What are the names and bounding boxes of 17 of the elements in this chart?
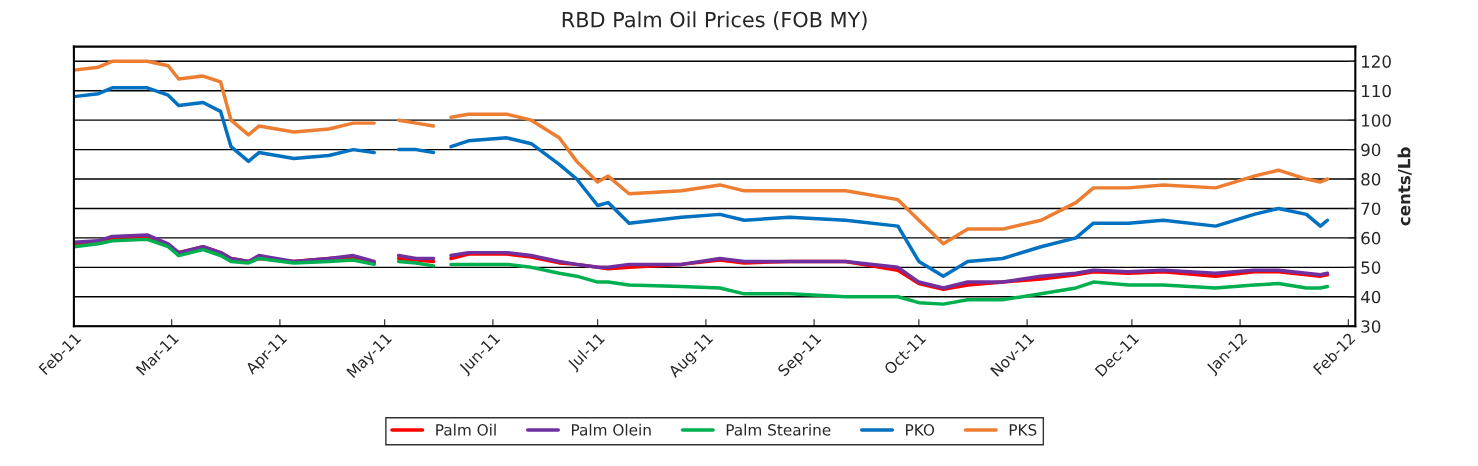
y-tick-label: 120 xyxy=(1362,55,1391,68)
y-tick-label: 110 xyxy=(1362,84,1391,98)
y-axis-title: cents/Lb xyxy=(1397,147,1412,226)
legend-label: PKO xyxy=(906,424,935,436)
legend-label: PKS xyxy=(1009,424,1037,436)
y-tick-label: 30 xyxy=(1361,320,1381,333)
legend-label: Palm Oil xyxy=(436,423,496,436)
chart-title: RBD Palm Oil Prices (FOB MY) xyxy=(562,11,867,30)
y-tick-label: 90 xyxy=(1361,143,1381,157)
y-tick-label: 80 xyxy=(1361,173,1381,186)
legend-label: Palm Olein xyxy=(571,423,651,436)
y-tick-label: 70 xyxy=(1361,202,1381,216)
legend-label: Palm Stearine xyxy=(726,423,831,436)
y-tick-label: 60 xyxy=(1361,231,1381,245)
y-tick-label: 50 xyxy=(1361,261,1381,274)
y-tick-label: 40 xyxy=(1361,290,1381,304)
y-tick-label: 100 xyxy=(1362,114,1391,127)
